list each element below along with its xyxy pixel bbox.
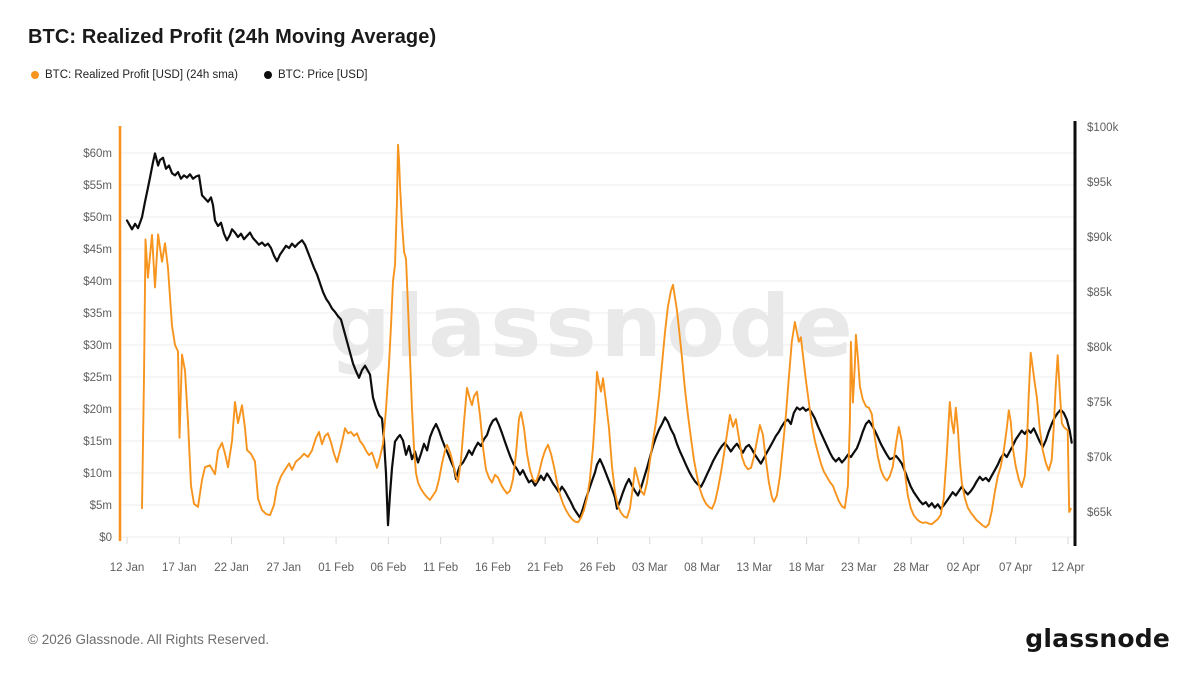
copyright-text: © 2026 Glassnode. All Rights Reserved. [28, 632, 270, 647]
legend-label-price: BTC: Price [USD] [278, 69, 368, 81]
x-axis-label: 28 Mar [893, 562, 929, 574]
x-axis-label: 21 Feb [527, 562, 563, 574]
page-title: BTC: Realized Profit (24h Moving Average… [28, 26, 437, 48]
x-axis-label: 26 Feb [580, 562, 616, 574]
x-axis-label: 06 Feb [370, 562, 406, 574]
y-axis-left-label: $30m [83, 340, 112, 352]
legend-label-realized-profit: BTC: Realized Profit [USD] (24h sma) [45, 69, 239, 81]
x-axis-label: 12 Jan [110, 562, 145, 574]
y-axis-right-label: $90k [1087, 232, 1112, 244]
y-axis-left-label: $10m [83, 468, 112, 480]
x-axis-label: 18 Mar [789, 562, 825, 574]
x-axis-label: 02 Apr [947, 562, 980, 574]
x-axis-label: 22 Jan [214, 562, 249, 574]
y-axis-left-label: $40m [83, 276, 112, 288]
realized-profit-legend-dot-icon [31, 71, 39, 79]
x-axis-label: 11 Feb [423, 562, 458, 574]
price-line [125, 152, 1073, 527]
glassnode-logo: glassnode [1025, 624, 1170, 653]
y-axis-left-label: $45m [83, 244, 112, 256]
y-axis-left-label: $60m [83, 148, 112, 160]
y-axis-right-label: $65k [1087, 507, 1112, 519]
y-axis-right-label: $80k [1087, 342, 1112, 354]
x-axis-label: 13 Mar [736, 562, 772, 574]
y-axis-left-label: $5m [90, 500, 112, 512]
x-axis-label: 03 Mar [632, 562, 668, 574]
x-axis-label: 01 Feb [318, 562, 354, 574]
y-axis-right-label: $100k [1087, 122, 1119, 134]
price-legend-dot-icon [264, 71, 273, 79]
legend-item-realized-profit[interactable]: BTC: Realized Profit [USD] (24h sma) [31, 69, 238, 81]
y-axis-left-label: $55m [83, 180, 112, 192]
x-axis-label: 23 Mar [841, 562, 877, 574]
x-axis-label: 07 Apr [999, 562, 1032, 574]
x-axis-label: 08 Mar [684, 562, 720, 574]
chart-legend: BTC: Realized Profit [USD] (24h sma) BTC… [31, 69, 367, 81]
y-axis-left-label: $35m [83, 308, 112, 320]
y-axis-right-label: $95k [1087, 177, 1112, 189]
x-axis-label: 16 Feb [475, 562, 511, 574]
y-axis-left-label: $15m [83, 436, 112, 448]
y-axis-left-label: $20m [83, 404, 112, 416]
y-axis-right-label: $75k [1087, 397, 1112, 409]
legend-item-price[interactable]: BTC: Price [USD] [264, 69, 367, 81]
x-axis-label: 17 Jan [162, 562, 197, 574]
watermark: glassnode [329, 277, 857, 377]
x-axis-label: 27 Jan [267, 562, 302, 574]
realized-profit-line [141, 143, 1072, 529]
y-axis-right-label: $70k [1087, 452, 1112, 464]
y-axis-left-label: $50m [83, 212, 112, 224]
y-axis-right-label: $85k [1087, 287, 1112, 299]
y-axis-left-label: $0 [99, 532, 112, 544]
y-axis-left-label: $25m [83, 372, 112, 384]
x-axis-label: 12 Apr [1051, 562, 1084, 574]
